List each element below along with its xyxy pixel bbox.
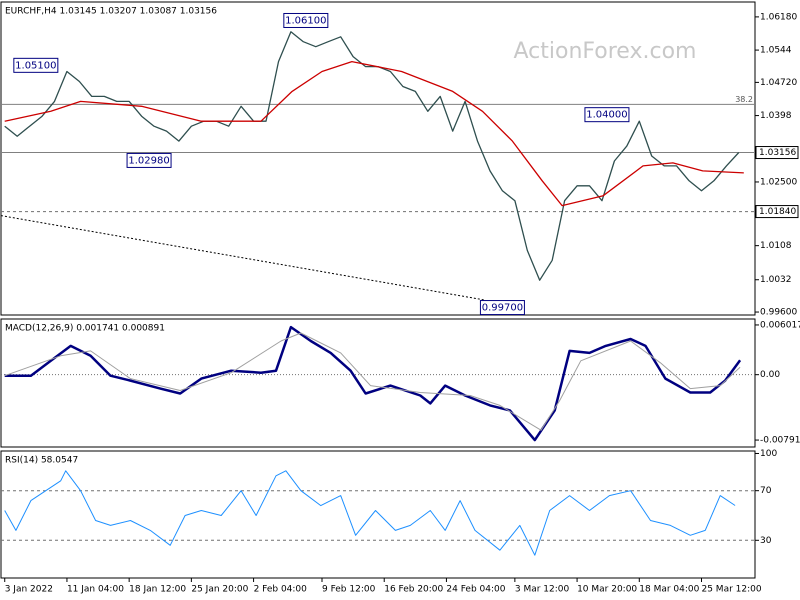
y-tick-label: 100: [760, 449, 777, 459]
price-annotation-box: [584, 107, 630, 123]
y-tick-label: 0.006017: [760, 320, 800, 330]
panel-title: EURCHF,H4 1.03145 1.03207 1.03087 1.0315…: [5, 7, 217, 17]
panel-title: RSI(14) 58.0547: [5, 456, 78, 466]
y-tick-label: 30: [760, 536, 772, 546]
panel-frame: [0, 1, 756, 316]
y-tick-label: 1.02500: [760, 177, 797, 187]
y-tick-label: 0.00: [760, 370, 780, 380]
y-tick-label: 1.0108: [760, 241, 792, 251]
x-tick-label: 25 Jan 20:00: [191, 585, 248, 595]
price-annotation: 1.02980: [128, 155, 169, 166]
x-tick-label: 11 Jan 04:00: [67, 585, 124, 595]
level-label: 1.03156: [759, 148, 796, 158]
price-annotation-box: [283, 12, 329, 28]
trend-line: [0, 215, 486, 301]
level-box: [755, 205, 799, 219]
series-line: [4, 31, 740, 281]
price-annotation: 0.99700: [482, 303, 523, 314]
price-annotation: 1.04000: [586, 110, 627, 121]
y-tick-label: 0.99600: [760, 308, 797, 318]
x-tick-label: 16 Feb 20:00: [384, 585, 443, 595]
panel-frame: [0, 318, 756, 448]
panel-frame: [0, 450, 756, 579]
x-tick-label: 10 Mar 20:00: [577, 585, 637, 595]
series-line: [4, 60, 744, 207]
price-annotation: 1.05100: [15, 60, 56, 71]
y-tick-label: 1.0544: [760, 46, 792, 56]
series-line: [4, 332, 741, 431]
level-box: [755, 146, 799, 160]
y-tick-label: 1.0398: [760, 111, 792, 121]
x-tick-label: 3 Mar 12:00: [515, 585, 570, 595]
y-tick-label: 1.0032: [760, 275, 792, 285]
x-tick-label: 18 Mar 04:00: [639, 585, 699, 595]
x-tick-label: 3 Jan 2022: [5, 585, 53, 595]
y-tick-label: 1.04720: [760, 78, 797, 88]
y-tick-label: 1.06180: [760, 12, 797, 22]
x-tick-label: 18 Jan 12:00: [129, 585, 186, 595]
y-tick-label: -0.007911: [760, 436, 800, 446]
level-label: 1.01840: [759, 207, 796, 217]
price-annotation: 1.06100: [285, 15, 326, 26]
watermark: ActionForex.com: [514, 39, 697, 64]
series-line: [4, 325, 742, 442]
x-tick-label: 2 Feb 04:00: [254, 585, 308, 595]
y-tick-label: 70: [760, 486, 772, 496]
level-label: 38.2: [735, 95, 753, 104]
price-annotation-box: [126, 152, 172, 168]
x-tick-label: 9 Feb 12:00: [322, 585, 376, 595]
price-annotation-box: [479, 300, 525, 316]
panel-title: MACD(12,26,9) 0.001741 0.000891: [5, 324, 165, 334]
x-tick-label: 24 Feb 04:00: [446, 585, 505, 595]
x-tick-label: 25 Mar 12:00: [701, 585, 761, 595]
series-line: [4, 470, 736, 556]
price-annotation-box: [13, 57, 59, 73]
